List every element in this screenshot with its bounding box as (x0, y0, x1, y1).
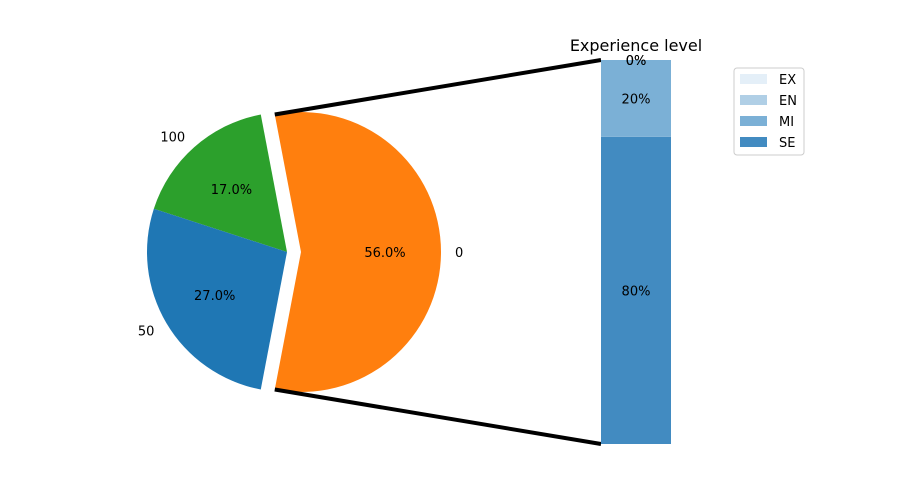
bar-pct-label-MI: 20% (622, 92, 651, 107)
legend: EX EN MI SE (733, 67, 805, 156)
stacked-bar-chart: 80%20%0%0% (601, 54, 671, 445)
legend-label-SE: SE (779, 136, 795, 151)
pie-category-label-50: 50 (138, 324, 155, 339)
legend-label-MI: MI (779, 115, 794, 130)
legend-swatch-SE (740, 137, 767, 147)
bar-segment-SE (601, 136, 671, 445)
pie-slice-100 (153, 114, 287, 252)
bar-pct-label-EX: 0% (626, 54, 647, 69)
pie-chart: 56.0% 0 17.0% 100 27.0% 50 (138, 112, 463, 392)
legend-label-EN: EN (779, 94, 797, 109)
connector-line-top (274, 58, 602, 117)
connector-line-bottom (274, 387, 602, 446)
pie-category-label-0: 0 (455, 246, 463, 261)
pie-category-label-100: 100 (160, 130, 185, 145)
pie-pct-label-50: 27.0% (194, 289, 235, 304)
connector-lines (274, 58, 602, 446)
bar-chart-title: Experience level (570, 36, 702, 55)
pie-slice-50 (147, 208, 287, 390)
legend-swatch-EN (740, 95, 767, 105)
pie-pct-label-100: 17.0% (211, 183, 252, 198)
legend-frame (733, 67, 805, 156)
bar-segment-MI (601, 60, 671, 137)
legend-label-EX: EX (779, 73, 796, 88)
legend-swatch-EX (740, 74, 767, 84)
pie-pct-label-0: 56.0% (364, 246, 405, 261)
bar-pct-label-SE: 80% (622, 284, 651, 299)
pie-slice-0 (274, 112, 442, 392)
bar-pct-label-EN: 0% (626, 54, 647, 69)
legend-swatch-MI (740, 116, 767, 126)
